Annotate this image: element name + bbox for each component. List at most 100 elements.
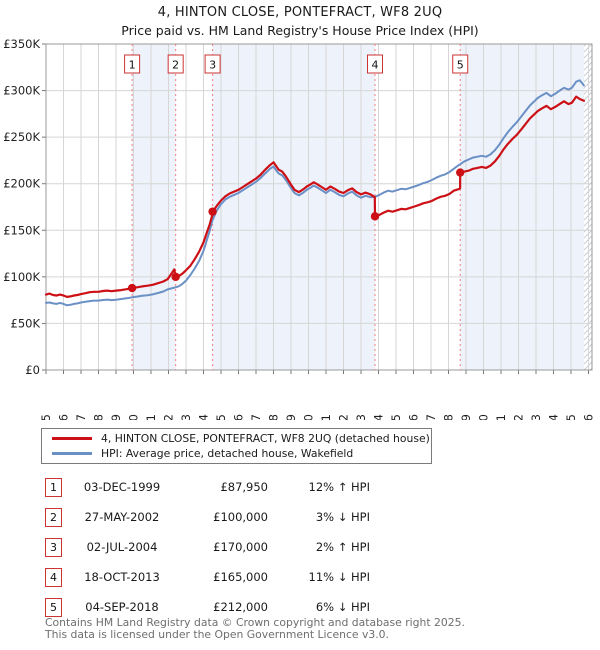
x-axis-label: 2017 (424, 414, 438, 420)
chart-legend: 4, HINTON CLOSE, PONTEFRACT, WF8 2UQ (de… (41, 428, 432, 464)
sale-number-box (204, 54, 221, 74)
x-axis-label: 2014 (372, 414, 386, 420)
footer-line-2: This data is licensed under the Open Gov… (45, 627, 389, 641)
sale-point-dot (456, 168, 465, 177)
future-hatch-region (583, 44, 592, 370)
x-axis-label: 2021 (494, 414, 508, 420)
x-axis-label: 2020 (477, 414, 491, 420)
x-axis-label: 2012 (337, 414, 351, 420)
hpi-series-line (45, 79, 585, 307)
y-axis-label: £150K (3, 223, 40, 237)
sale-date: 18-OCT-2013 (84, 570, 160, 584)
x-axis-label: 2000 (127, 414, 141, 420)
x-axis-label: 2010 (302, 414, 316, 420)
sale-row: 3 02-JUL-2004 £170,000 2% ↑ HPI (45, 532, 565, 562)
sale-price: £100,000 (213, 510, 268, 524)
sale-date: 27-MAY-2002 (84, 510, 160, 524)
sale-row: 2 27-MAY-2002 £100,000 3% ↓ HPI (45, 502, 565, 532)
sale-number-badge: 2 (45, 507, 62, 527)
x-axis-label: 2019 (459, 414, 473, 420)
x-axis-label: 2023 (529, 414, 543, 420)
sale-price: £165,000 (213, 570, 268, 584)
sale-number-badge: 1 (45, 477, 62, 497)
sale-row: 5 04-SEP-2018 £212,000 6% ↓ HPI (45, 592, 565, 622)
y-axis-label: £350K (3, 38, 40, 51)
y-axis-label: £200K (3, 177, 40, 191)
sale-point-dot (208, 207, 217, 216)
y-axis-label: £250K (3, 130, 40, 144)
x-axis-label: 2026 (582, 414, 596, 420)
sale-price: £170,000 (213, 540, 268, 554)
ownership-band (132, 44, 176, 370)
x-axis-label: 2003 (179, 414, 193, 420)
sale-number-badge: 4 (45, 567, 62, 587)
x-axis-label: 1998 (92, 414, 106, 420)
legend-item: 4, HINTON CLOSE, PONTEFRACT, WF8 2UQ (de… (42, 431, 431, 446)
legend-label: 4, HINTON CLOSE, PONTEFRACT, WF8 2UQ (de… (101, 432, 430, 445)
x-axis-label: 2011 (319, 414, 333, 420)
ownership-band (212, 44, 375, 370)
sale-hpi-delta: 11% ↓ HPI (308, 570, 370, 584)
price-history-chart: 1995 19961997 19981999 20002001 20022003 2004… (3, 38, 596, 420)
sale-hpi-delta: 3% ↓ HPI (315, 510, 370, 524)
x-axis-label: 2018 (442, 414, 456, 420)
sale-point-dot (370, 212, 380, 221)
x-axis-label: 2022 (512, 414, 526, 420)
sale-date: 04-SEP-2018 (85, 600, 159, 614)
x-axis-label: 2025 (564, 414, 578, 420)
sale-number-box-label: 4 (372, 59, 379, 72)
chart-subtitle: Price paid vs. HM Land Registry's House … (121, 23, 479, 38)
x-axis-label: 2005 (214, 414, 228, 420)
x-axis-label: 2013 (354, 414, 368, 420)
sale-price: £87,950 (220, 480, 268, 494)
x-axis-label: 2009 (284, 414, 298, 420)
x-axis-label: 1999 (109, 414, 123, 420)
sale-date: 02-JUL-2004 (86, 540, 158, 554)
x-axis-label: 2004 (197, 414, 211, 420)
sale-number-badge: 5 (45, 597, 62, 617)
x-axis-label: 2024 (547, 414, 561, 420)
y-axis-label: £100K (3, 270, 40, 284)
sale-number-box-label: 5 (457, 59, 464, 72)
sale-point-dot (171, 272, 180, 282)
sale-number-badge: 3 (45, 537, 62, 557)
legend-label: HPI: Average price, detached house, Wake… (101, 447, 354, 460)
x-axis-label: 2015 (389, 414, 403, 420)
sale-hpi-delta: 6% ↓ HPI (315, 600, 370, 614)
x-axis-label: 2002 (162, 414, 176, 420)
sale-price: £212,000 (213, 600, 268, 614)
y-axis-label: £300K (3, 84, 40, 98)
sale-number-box-label: 1 (129, 59, 136, 72)
x-axis-label: 2007 (249, 414, 263, 420)
sale-row: 1 03-DEC-1999 £87,950 12% ↑ HPI (45, 472, 565, 502)
x-axis-label: 2001 (144, 414, 158, 420)
x-axis-label: 2008 (267, 414, 281, 420)
x-axis-label: 1995 (39, 414, 53, 420)
sale-point-dot (127, 283, 137, 293)
sale-number-box (124, 54, 141, 74)
price-line-swatch (52, 437, 92, 440)
hpi-line-swatch (52, 452, 92, 455)
x-axis-label: 1996 (57, 414, 71, 420)
y-axis-label: £50K (11, 316, 41, 330)
price-series-line (44, 95, 586, 298)
sales-table: 1 03-DEC-1999 £87,950 12% ↑ HPI 2 27-MAY-2002… (45, 472, 565, 622)
sale-date: 03-DEC-1999 (83, 480, 161, 494)
footer-line-1: Contains HM Land Registry data © Crown c… (45, 616, 465, 629)
sale-number-box (452, 54, 469, 74)
ownership-band (460, 44, 584, 370)
y-axis-label: £0 (25, 363, 40, 377)
plot-border (45, 43, 593, 371)
sale-row: 4 18-OCT-2013 £165,000 11% ↓ HPI (45, 562, 565, 592)
license-footer: Contains HM Land Registry data © Crown c… (45, 617, 585, 640)
sale-hpi-delta: 2% ↑ HPI (315, 540, 370, 554)
sale-number-box-label: 2 (172, 59, 179, 72)
x-axis-label: 2016 (407, 414, 421, 420)
sale-number-box (367, 54, 383, 74)
sale-number-box-label: 3 (209, 59, 216, 72)
sale-hpi-delta: 12% ↑ HPI (308, 480, 370, 494)
legend-item: HPI: Average price, detached house, Wake… (42, 446, 431, 461)
sale-number-box (167, 54, 184, 74)
x-axis-label: 1997 (74, 414, 88, 420)
